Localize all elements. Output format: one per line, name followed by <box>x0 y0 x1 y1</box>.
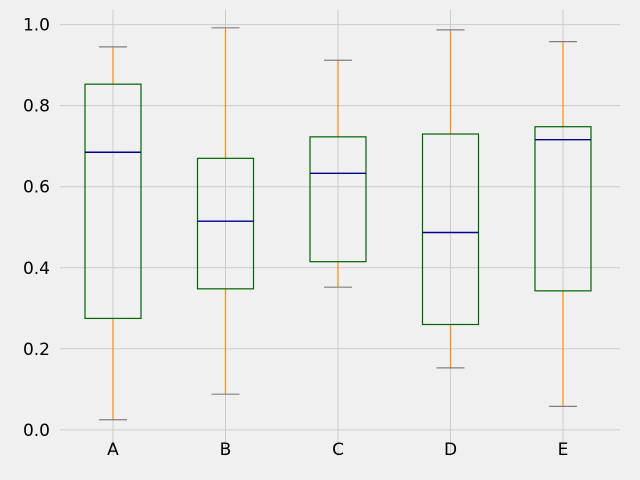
y-tick-label: 0.8 <box>23 97 50 117</box>
box-E <box>534 41 592 407</box>
x-tick-label: D <box>444 440 457 460</box>
box-B <box>196 27 255 395</box>
y-tick-label: 1.0 <box>23 16 50 36</box>
y-tick-label: 0.0 <box>23 421 50 441</box>
y-tick-label: 0.4 <box>23 259 50 279</box>
y-tick-label: 0.2 <box>23 340 50 360</box>
iqr-box <box>309 136 367 263</box>
boxes <box>84 27 592 421</box>
x-tick-label: B <box>220 440 232 460</box>
tick-labels: 0.0 0.2 0.4 0.6 0.8 1.0 A B C D E <box>23 16 568 460</box>
x-tick-label: A <box>107 440 119 460</box>
iqr-box <box>84 83 142 320</box>
iqr-box <box>421 133 480 326</box>
grid <box>60 10 620 456</box>
iqr-box <box>534 126 592 292</box>
box-A <box>84 46 142 421</box>
x-tick-label: E <box>558 440 569 460</box>
box-D <box>421 29 480 369</box>
y-tick-label: 0.6 <box>23 178 50 198</box>
box-C <box>309 59 367 288</box>
iqr-box <box>196 157 255 290</box>
x-tick-label: C <box>332 440 344 460</box>
